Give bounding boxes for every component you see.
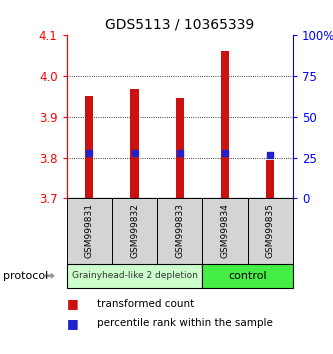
Text: transformed count: transformed count xyxy=(97,299,194,309)
Text: GSM999831: GSM999831 xyxy=(85,204,94,258)
Text: Grainyhead-like 2 depletion: Grainyhead-like 2 depletion xyxy=(72,271,197,280)
Text: ■: ■ xyxy=(67,297,78,310)
Bar xyxy=(176,98,184,198)
Text: GSM999835: GSM999835 xyxy=(266,204,275,258)
Title: GDS5113 / 10365339: GDS5113 / 10365339 xyxy=(105,17,254,32)
Bar xyxy=(266,160,274,198)
Text: control: control xyxy=(228,271,267,281)
Text: GSM999833: GSM999833 xyxy=(175,204,184,258)
Text: GSM999832: GSM999832 xyxy=(130,204,139,258)
Text: GSM999834: GSM999834 xyxy=(220,204,230,258)
Bar xyxy=(131,89,139,198)
Text: protocol: protocol xyxy=(3,271,49,281)
Bar xyxy=(221,51,229,198)
Text: percentile rank within the sample: percentile rank within the sample xyxy=(97,318,272,328)
Text: ■: ■ xyxy=(67,317,78,330)
Bar xyxy=(85,96,93,198)
